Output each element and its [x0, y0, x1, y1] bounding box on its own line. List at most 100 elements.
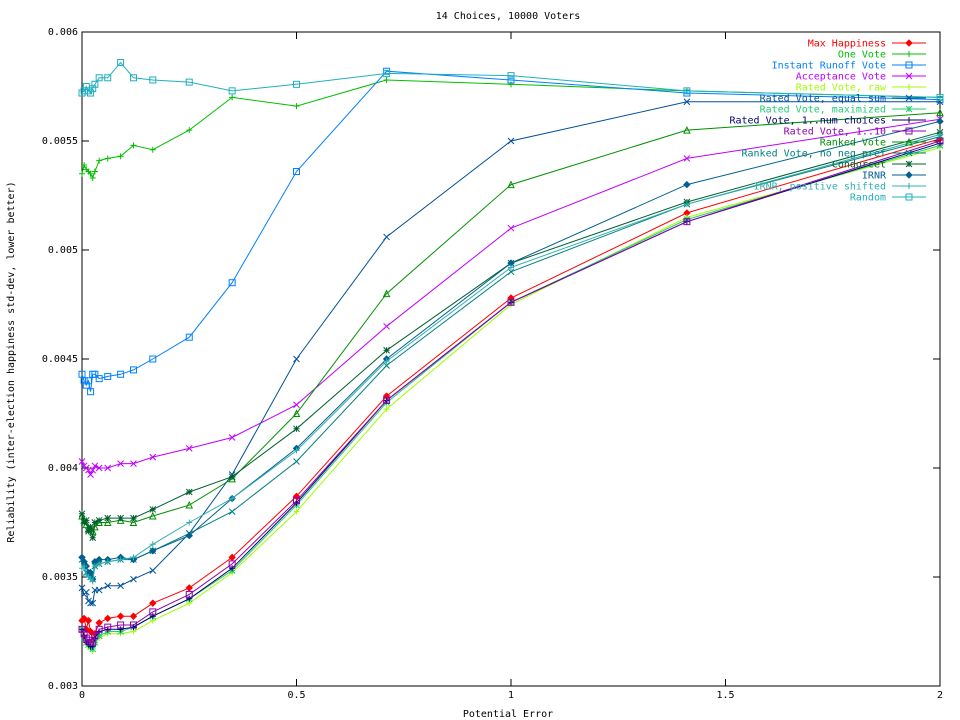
data-point: [228, 473, 236, 481]
data-point: [117, 460, 124, 467]
legend-label: Rated Vote, 1..num choices: [729, 116, 886, 127]
data-point: [84, 87, 92, 95]
legend-swatch-marker: [906, 183, 912, 189]
data-point: [229, 565, 236, 572]
data-point: [383, 76, 390, 83]
legend-swatch-marker: [905, 105, 913, 113]
data-point: [683, 98, 691, 106]
data-point: [508, 81, 514, 88]
legend-swatch-marker: [905, 137, 913, 146]
data-point: [149, 146, 156, 153]
y-tick-label: 0.005: [48, 245, 78, 256]
data-point: [89, 643, 96, 650]
data-point: [87, 89, 95, 97]
data-point: [91, 168, 98, 175]
legend-entry: Rated Vote, 1..num choices: [729, 116, 926, 127]
data-point: [383, 233, 390, 241]
data-point: [116, 612, 125, 620]
legend-entry: Rated Vote, maximized: [760, 105, 926, 116]
data-point: [86, 568, 95, 577]
legend-label: Rated Vote, equal sum: [760, 94, 886, 105]
chart-title: 14 Choices, 10000 Voters: [436, 11, 581, 22]
data-point: [507, 137, 515, 145]
data-point: [87, 471, 94, 478]
y-tick-label: 0.006: [48, 27, 78, 38]
legend-entry: Rated Vote, 1..10: [784, 127, 926, 138]
data-point: [293, 425, 300, 433]
data-point: [80, 377, 88, 385]
data-point: [79, 170, 85, 177]
legend-swatch-marker: [905, 39, 913, 47]
data-point: [186, 595, 193, 602]
legend-entry: Condorcet: [832, 160, 926, 171]
data-point: [149, 547, 157, 555]
data-point: [95, 632, 103, 640]
legend-swatch-marker: [905, 193, 913, 201]
data-point: [104, 514, 112, 522]
legend-swatch-marker: [906, 84, 912, 90]
data-point: [78, 625, 86, 633]
data-point: [103, 518, 112, 526]
data-point: [95, 74, 103, 82]
data-point: [95, 619, 103, 627]
legend-swatch-marker: [906, 51, 912, 57]
data-point: [185, 488, 193, 496]
data-point: [91, 370, 99, 378]
data-point: [293, 80, 300, 88]
series-layer: [78, 59, 944, 655]
data-point: [104, 464, 112, 472]
y-tick-label: 0.0045: [42, 354, 78, 365]
data-point: [185, 333, 193, 341]
data-point: [129, 518, 138, 526]
legend-swatch-marker: [906, 117, 912, 123]
data-point: [383, 406, 390, 413]
legend-entry: IRNR, positive shifted: [754, 182, 926, 193]
data-point: [228, 87, 236, 95]
data-point: [382, 289, 391, 298]
legend-label: IRNR: [862, 171, 887, 182]
data-point: [91, 639, 99, 646]
legend-entry: Acceptance Vote: [796, 72, 926, 83]
data-point: [228, 560, 236, 568]
data-point: [95, 516, 103, 524]
data-point: [129, 366, 137, 374]
data-point: [149, 608, 157, 616]
data-point: [936, 108, 944, 117]
data-point: [117, 59, 125, 67]
data-point: [149, 613, 156, 620]
data-point: [87, 599, 94, 607]
series-9: [78, 137, 944, 646]
data-point: [117, 621, 125, 629]
data-point: [936, 98, 944, 106]
data-point: [293, 508, 300, 515]
x-axis-label: Potential Error: [463, 709, 553, 720]
y-tick-label: 0.0035: [42, 572, 78, 583]
data-point: [91, 632, 99, 640]
data-point: [149, 355, 157, 363]
data-point: [117, 153, 124, 160]
x-tick-label: 1: [508, 690, 514, 701]
data-point: [78, 510, 86, 518]
data-point: [104, 155, 111, 162]
data-point: [82, 516, 90, 524]
y-tick-label: 0.004: [48, 463, 78, 474]
data-point: [149, 599, 157, 607]
data-point: [383, 358, 390, 365]
data-point: [81, 563, 88, 570]
data-point: [95, 464, 103, 472]
data-point: [683, 218, 691, 226]
legend-label: Max Happiness: [808, 39, 886, 50]
data-point: [293, 447, 300, 454]
data-point: [95, 625, 103, 633]
data-point: [383, 396, 391, 404]
data-point: [229, 495, 236, 502]
legend-entry: Random: [850, 193, 926, 204]
legend-label: One Vote: [838, 50, 886, 61]
data-point: [293, 103, 300, 110]
data-point: [89, 534, 97, 542]
x-tick-label: 0.5: [287, 690, 305, 701]
data-point: [104, 558, 111, 565]
data-point: [149, 453, 157, 461]
data-point: [507, 268, 515, 276]
